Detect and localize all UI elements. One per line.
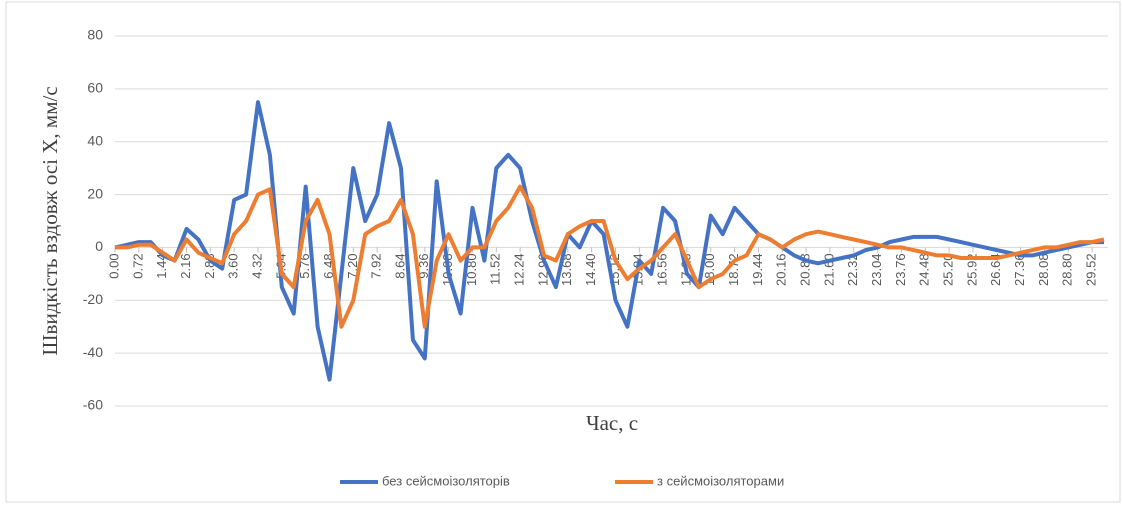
x-tick-label: 3.60 xyxy=(226,253,241,278)
x-tick-label: 28.80 xyxy=(1060,253,1075,286)
y-axis-title: Швидкість вздовж осі Х, мм/с xyxy=(38,86,62,355)
x-tick-label: 7.20 xyxy=(345,253,360,278)
x-tick-label: 12.96 xyxy=(535,253,550,286)
y-tick-label: 80 xyxy=(87,27,103,43)
x-tick-label: 23.76 xyxy=(893,253,908,286)
x-tick-label: 28.08 xyxy=(1036,253,1051,286)
x-tick-label: 27.36 xyxy=(1012,253,1027,286)
x-tick-label: 0.72 xyxy=(130,253,145,278)
legend-label: з сейсмоізоляторами xyxy=(657,473,784,488)
x-tick-label: 4.32 xyxy=(249,253,264,278)
x-tick-label: 5.76 xyxy=(297,253,312,278)
y-tick-label: 20 xyxy=(87,185,103,201)
y-tick-label: -20 xyxy=(83,291,103,307)
x-tick-label: 25.92 xyxy=(964,253,979,286)
x-tick-label: 16.56 xyxy=(655,253,670,286)
x-tick-label: 19.44 xyxy=(750,253,765,286)
x-tick-label: 29.52 xyxy=(1084,253,1099,286)
x-tick-label: 9.36 xyxy=(416,253,431,278)
x-tick-label: 2.16 xyxy=(178,253,193,278)
x-tick-label: 23.04 xyxy=(869,253,884,286)
x-tick-label: 14.40 xyxy=(583,253,598,286)
x-tick-label: 20.16 xyxy=(774,253,789,286)
x-tick-label: 22.32 xyxy=(845,253,860,286)
x-tick-label: 25.20 xyxy=(941,253,956,286)
y-tick-label: -60 xyxy=(83,397,103,413)
y-tick-label: 0 xyxy=(95,238,103,254)
x-tick-label: 8.64 xyxy=(392,253,407,278)
y-tick-label: 40 xyxy=(87,132,103,148)
series-line xyxy=(115,184,1105,329)
y-tick-label: 60 xyxy=(87,80,103,96)
x-tick-label: 26.64 xyxy=(988,253,1003,286)
x-tick-label: 11.52 xyxy=(488,253,503,285)
x-tick-label: 12.24 xyxy=(512,253,527,286)
legend-label: без сейсмоізоляторів xyxy=(382,473,510,488)
x-tick-label: 0.00 xyxy=(106,253,121,278)
x-axis-title: Час, с xyxy=(586,411,638,435)
y-tick-label: -40 xyxy=(83,344,103,360)
x-tick-label: 24.48 xyxy=(917,253,932,286)
x-tick-label: 1.44 xyxy=(154,253,169,278)
x-tick-label: 7.92 xyxy=(369,253,384,278)
